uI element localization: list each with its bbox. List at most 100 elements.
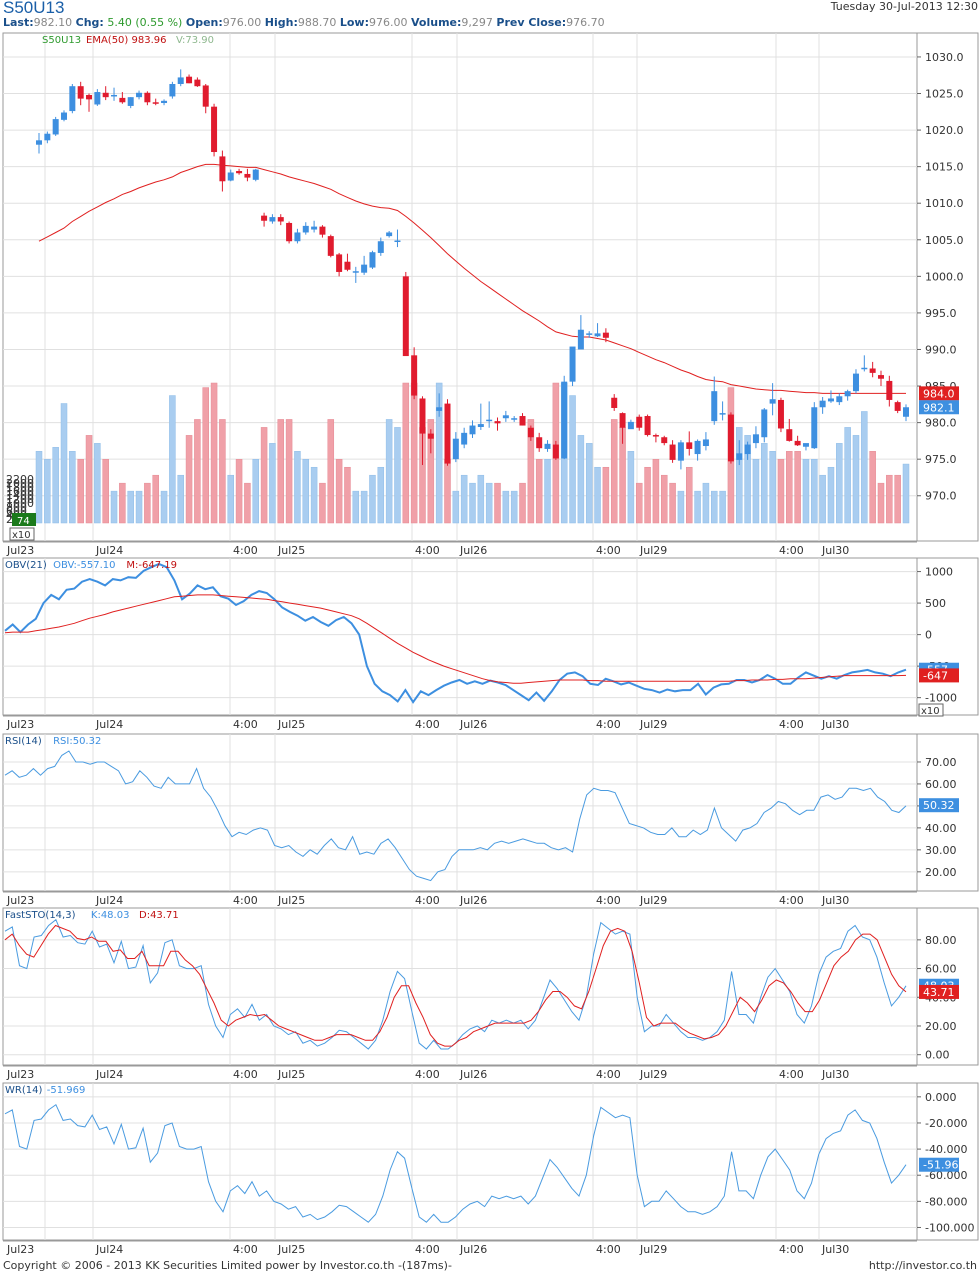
volume-bar-45 <box>410 382 418 524</box>
candle-body-32 <box>302 225 309 233</box>
y-tick-label-4-2: -40.000 <box>925 1143 967 1156</box>
legend-item-3-1: K:48.03 <box>91 910 130 921</box>
x-tick-label-4-0: Jul23 <box>6 1243 34 1256</box>
low-value: 976.00 <box>369 16 408 29</box>
volume-bar-54 <box>485 482 493 524</box>
volume-bar-0 <box>35 451 43 524</box>
copyright-text: Copyright © 2006 - 2013 KK Securities Li… <box>3 1259 452 1272</box>
candle-body-104 <box>903 407 909 417</box>
candle-body-64 <box>569 346 576 382</box>
volume-bar-38 <box>352 490 360 524</box>
price-tick-label-10: 1020.0 <box>925 124 964 137</box>
volume-bar-92 <box>802 459 810 524</box>
quote-header: S50U13 Tuesday 30-Jul-2013 12:30 Last:98… <box>0 0 980 32</box>
candle-body-39 <box>361 264 368 273</box>
candle-body-35 <box>327 236 334 256</box>
candle-body-38 <box>352 271 359 273</box>
volume-tick-label-4: 1000 <box>6 497 34 510</box>
volume-bar-16 <box>169 395 176 524</box>
candle-body-85 <box>744 444 751 455</box>
legend-item-2-1: RSI:50.32 <box>53 736 101 747</box>
x-tick-label-4-1: Jul24 <box>95 1243 123 1256</box>
candle-body-2 <box>52 119 59 135</box>
vol-mult-label: x10 <box>12 530 31 541</box>
legend-1: OBV(21) OBV:-557.10 M:-647.19 <box>5 560 177 571</box>
candle-body-12 <box>136 92 143 98</box>
volume-bar-61 <box>544 459 551 524</box>
candle-body-92 <box>802 443 809 447</box>
candle-body-103 <box>894 402 901 411</box>
volume-bar-29 <box>277 419 285 524</box>
candle-body-90 <box>786 429 793 441</box>
badge-2-0-bg <box>919 798 959 813</box>
x-tick-label-0-6: 4:00 <box>596 544 621 557</box>
panel-frame-3 <box>2 907 918 1066</box>
x-tick-label-4-7: Jul29 <box>639 1243 667 1256</box>
candle-body-17 <box>177 77 184 84</box>
volume-bar-96 <box>836 443 843 524</box>
volume-bar-26 <box>252 459 259 524</box>
volume-bar-91 <box>794 451 801 524</box>
legend-item-1-0: OBV(21) <box>5 560 47 571</box>
ema-badge-bg <box>919 386 959 401</box>
legend-3: FastSTO(14,3) K:48.03 D:43.71 <box>5 910 179 921</box>
candle-body-26 <box>252 169 259 180</box>
volume-bar-6 <box>85 435 93 524</box>
candle-body-83 <box>727 414 734 462</box>
x-tick-label-0-8: 4:00 <box>779 544 804 557</box>
candle-body-77 <box>677 442 684 461</box>
volume-bar-99 <box>861 411 868 524</box>
volume-bar-4 <box>69 451 76 524</box>
price-tick-label-5: 995.0 <box>925 307 957 320</box>
candle-body-102 <box>886 380 893 400</box>
candle-body-30 <box>286 222 293 242</box>
volume-bar-10 <box>119 482 126 524</box>
series-line-2-0 <box>4 750 907 882</box>
candle-body-10 <box>119 97 126 103</box>
legend-item-3-0: FastSTO(14,3) <box>5 910 76 921</box>
legend-symbol: S50U13 <box>42 35 81 46</box>
x-tick-label-0-3: Jul25 <box>277 544 305 557</box>
candle-body-23 <box>227 172 234 181</box>
candle-body-99 <box>861 367 868 370</box>
candle-body-78 <box>686 442 693 449</box>
candle-body-93 <box>811 407 818 449</box>
open-value: 976.00 <box>222 16 262 29</box>
volume-bar-73 <box>644 466 651 524</box>
volume-bar-49 <box>444 459 451 524</box>
volume-bar-104 <box>902 463 910 524</box>
candle-body-36 <box>336 254 343 272</box>
volume-bar-2 <box>52 447 59 524</box>
volume-bar-37 <box>344 466 351 524</box>
candle-body-72 <box>636 416 643 428</box>
panel-frame-2 <box>2 733 918 892</box>
candle-body-100 <box>869 368 876 373</box>
candle-body-96 <box>836 396 843 403</box>
candle-body-58 <box>519 416 526 426</box>
x-tick-label-0-4: 4:00 <box>415 544 440 557</box>
x-tick-label-2-3: Jul25 <box>277 894 305 907</box>
prev-close-label: Prev Close: <box>496 16 567 29</box>
volume-bar-69 <box>610 419 618 524</box>
volume-bar-71 <box>627 451 635 524</box>
candle-body-41 <box>377 241 384 253</box>
candle-body-3 <box>61 112 68 120</box>
y-tick-label-2-4: 30.00 <box>925 844 957 857</box>
badge-2-0: 50.32 <box>923 799 955 812</box>
chart-area[interactable]: Jul23 Jul24 4:00 Jul25 4:00 Jul26 4:00 Jul29 4:0… <box>0 32 980 1258</box>
y-tick-label-4-3: -60.000 <box>925 1169 967 1182</box>
y-tick-label-3-1: 60.00 <box>925 963 957 976</box>
volume-bar-80 <box>702 482 710 524</box>
volume-bar-19 <box>194 419 201 524</box>
candle-body-56 <box>502 415 509 419</box>
candle-body-15 <box>161 100 168 104</box>
datetime-label: Tuesday 30-Jul-2013 12:30 <box>830 0 978 13</box>
candle-body-61 <box>544 443 551 449</box>
candle-body-16 <box>169 84 176 97</box>
volume-bar-60 <box>535 459 543 524</box>
high-label: High: <box>264 16 298 29</box>
volume-bar-3 <box>60 403 68 524</box>
site-link[interactable]: http://investor.co.th <box>868 1259 977 1272</box>
candle-body-31 <box>294 232 301 242</box>
volume-bar-65 <box>577 435 585 524</box>
